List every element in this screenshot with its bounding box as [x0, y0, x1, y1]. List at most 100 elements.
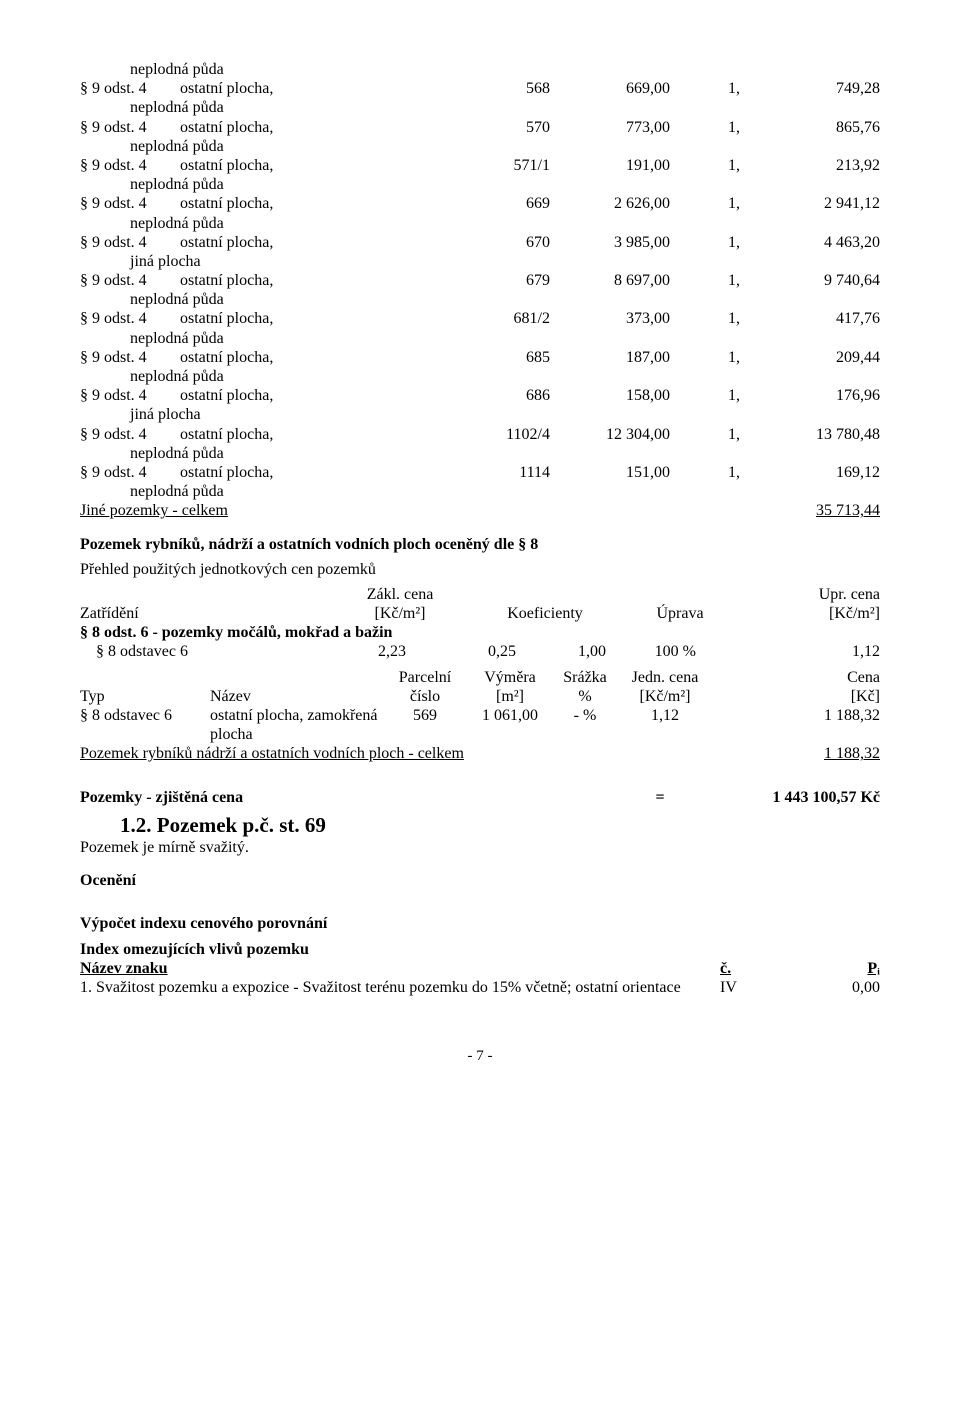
parcel-cell: 679 — [450, 271, 560, 290]
parcel-row: § 9 odst. 4ostatní plocha,686158,001,176… — [80, 386, 880, 405]
cena-cell: 169,12 — [750, 463, 880, 482]
section-title: Pozemek rybníků, nádrží a ostatních vodn… — [80, 536, 538, 553]
hdr-uprcena-unit: [Kč/m²] — [740, 604, 880, 623]
hdr: Cena — [710, 668, 880, 687]
parcel-row: § 9 odst. 4ostatní plocha,6692 626,001,2… — [80, 194, 880, 213]
mult-cell: 1, — [670, 156, 750, 175]
parcel-cell: 1114 — [450, 463, 560, 482]
desc-line-2: neplodná půda — [80, 214, 880, 233]
section-1-2-text: Pozemek je mírně svažitý. — [80, 838, 880, 857]
cell: 100 % — [606, 642, 696, 661]
calc-subtitle: Index omezujících vlivů pozemku — [80, 941, 309, 958]
ref-cell: § 9 odst. 4 — [80, 156, 180, 175]
cena-cell: 417,76 — [750, 309, 880, 328]
cell: § 8 odstavec 6 — [80, 706, 210, 744]
parcel-cell: 681/2 — [450, 309, 560, 328]
hdr: č. — [720, 960, 731, 977]
section-subtitle: Přehled použitých jednotkových cen pozem… — [80, 560, 880, 579]
calc-title: Výpočet indexu cenového porovnání — [80, 915, 327, 932]
cena-cell: 865,76 — [750, 118, 880, 137]
hdr-zatrideni: Zatřídění — [80, 604, 330, 623]
hdr-nazev: Název — [210, 687, 380, 706]
hdr: [Kč/m²] — [620, 687, 710, 706]
znak-header-row: Název znaku č. Pᵢ — [80, 959, 880, 978]
znak-cislo: IV — [720, 978, 800, 997]
parcel-row: § 9 odst. 4ostatní plocha,571/1191,001,2… — [80, 156, 880, 175]
cell: § 8 odstavec 6 — [80, 642, 306, 661]
mult-cell: 1, — [670, 79, 750, 98]
desc-cell: ostatní plocha, — [180, 271, 450, 290]
equals-sign: = — [640, 788, 680, 807]
hdr-typ: Typ — [80, 687, 210, 706]
vymera-cell: 187,00 — [560, 348, 670, 367]
vymera-cell: 191,00 — [560, 156, 670, 175]
total-value: 35 713,44 — [720, 501, 880, 520]
cell: 1 061,00 — [482, 707, 538, 724]
cena-cell: 13 780,48 — [750, 425, 880, 444]
desc-line-2: jiná plocha — [80, 252, 880, 271]
znak-p: 0,00 — [800, 978, 880, 997]
price-label: Pozemky - zjištěná cena — [80, 788, 640, 807]
cena-cell: 749,28 — [750, 79, 880, 98]
vymera-cell: 151,00 — [560, 463, 670, 482]
parcel-row: § 9 odst. 4ostatní plocha,6703 985,001,4… — [80, 233, 880, 252]
ref-cell: § 9 odst. 4 — [80, 233, 180, 252]
ref-cell: § 9 odst. 4 — [80, 386, 180, 405]
desc-cell: ostatní plocha, — [180, 194, 450, 213]
desc-line-2: neplodná půda — [80, 367, 880, 386]
desc-line-2: jiná plocha — [80, 405, 880, 424]
mult-cell: 1, — [670, 118, 750, 137]
vymera-cell: 773,00 — [560, 118, 670, 137]
parcel-cell: 571/1 — [450, 156, 560, 175]
cell: - % — [574, 707, 597, 724]
hdr-uprava: Úprava — [620, 604, 740, 623]
cena-cell: 209,44 — [750, 348, 880, 367]
mult-cell: 1, — [670, 463, 750, 482]
hdr: [m²] — [470, 687, 550, 706]
parcel-cell: 570 — [450, 118, 560, 137]
zjistena-cena-row: Pozemky - zjištěná cena = 1 443 100,57 K… — [80, 788, 880, 807]
cell: 1,00 — [516, 642, 606, 661]
header-row: Zatřídění Zákl. cena [Kč/m²] Koeficienty… — [80, 585, 880, 623]
mult-cell: 1, — [670, 233, 750, 252]
hdr: Název znaku — [80, 960, 168, 977]
ref-cell: § 9 odst. 4 — [80, 271, 180, 290]
rybniku-total-row: Pozemek rybníků nádrží a ostatních vodní… — [80, 744, 880, 763]
total-value: 1 188,32 — [720, 744, 880, 763]
ref-cell: § 9 odst. 4 — [80, 463, 180, 482]
hdr: Výměra — [470, 668, 550, 687]
vymera-cell: 373,00 — [560, 309, 670, 328]
desc-cell: ostatní plocha, — [180, 425, 450, 444]
parcel-row: § 9 odst. 4ostatní plocha,570773,001,865… — [80, 118, 880, 137]
ref-cell: § 9 odst. 4 — [80, 348, 180, 367]
mult-cell: 1, — [670, 348, 750, 367]
desc-cell: ostatní plocha, — [180, 309, 450, 328]
cell: 1 188,32 — [824, 707, 880, 724]
oceneni-title: Ocenění — [80, 872, 136, 889]
ref-cell: § 9 odst. 4 — [80, 79, 180, 98]
ref-cell: § 9 odst. 4 — [80, 309, 180, 328]
desc-cell: ostatní plocha, — [180, 79, 450, 98]
cell: 2,23 — [306, 642, 406, 661]
cena-cell: 176,96 — [750, 386, 880, 405]
vymera-cell: 12 304,00 — [560, 425, 670, 444]
cell: 1,12 — [696, 642, 880, 661]
jine-pozemky-total-row: Jiné pozemky - celkem 35 713,44 — [80, 501, 880, 520]
mult-cell: 1, — [670, 309, 750, 328]
parcel-row: § 9 odst. 4ostatní plocha,6798 697,001,9… — [80, 271, 880, 290]
znak-row: 1. Svažitost pozemku a expozice - Svažit… — [80, 978, 880, 997]
section-1-2-title: 1.2. Pozemek p.č. st. 69 — [120, 813, 326, 837]
desc-line: neplodná půda — [80, 60, 880, 79]
parcel-cell: 1102/4 — [450, 425, 560, 444]
header-row-2: Typ Název Parcelníčíslo Výměra[m²] Srážk… — [80, 668, 880, 706]
hdr: Jedn. cena — [620, 668, 710, 687]
parcel-cell: 670 — [450, 233, 560, 252]
desc-cell: ostatní plocha, — [180, 156, 450, 175]
hdr: číslo — [380, 687, 470, 706]
desc-cell: ostatní plocha, — [180, 233, 450, 252]
mult-cell: 1, — [670, 425, 750, 444]
desc-line-2: neplodná půda — [80, 482, 880, 501]
desc-line-2: neplodná půda — [80, 137, 880, 156]
cell: 0,25 — [406, 642, 516, 661]
desc-line-2: neplodná půda — [80, 290, 880, 309]
